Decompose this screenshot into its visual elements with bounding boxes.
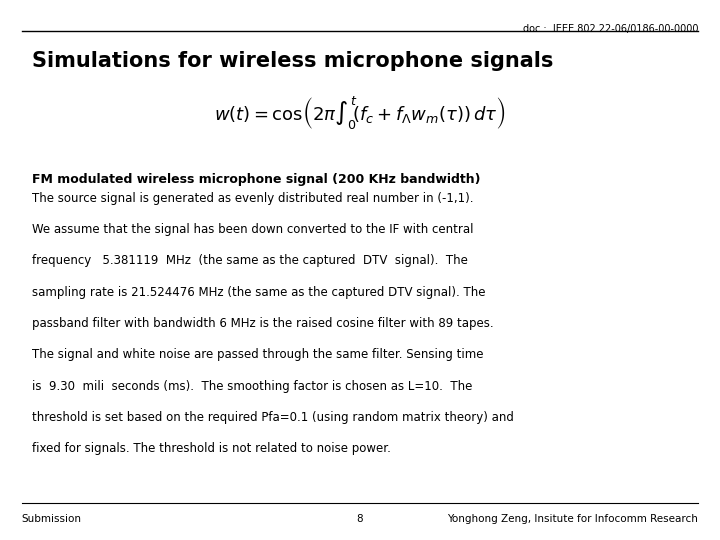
Text: is  9.30  mili  seconds (ms).  The smoothing factor is chosen as L=10.  The: is 9.30 mili seconds (ms). The smoothing…: [32, 380, 473, 393]
Text: sampling rate is 21.524476 MHz (the same as the captured DTV signal). The: sampling rate is 21.524476 MHz (the same…: [32, 286, 486, 299]
Text: FM modulated wireless microphone signal (200 KHz bandwidth): FM modulated wireless microphone signal …: [32, 173, 481, 186]
Text: 8: 8: [356, 515, 364, 524]
Text: The source signal is generated as evenly distributed real number in (-1,1).: The source signal is generated as evenly…: [32, 192, 474, 205]
Text: The signal and white noise are passed through the same filter. Sensing time: The signal and white noise are passed th…: [32, 348, 484, 361]
Text: threshold is set based on the required Pfa=0.1 (using random matrix theory) and: threshold is set based on the required P…: [32, 411, 514, 424]
Text: Submission: Submission: [22, 515, 81, 524]
Text: $w(t) = \cos\!\left(2\pi\int_0^t\!(f_c + f_\Lambda w_m(\tau))\,d\tau\right)$: $w(t) = \cos\!\left(2\pi\int_0^t\!(f_c +…: [215, 95, 505, 132]
Text: frequency   5.381119  MHz  (the same as the captured  DTV  signal).  The: frequency 5.381119 MHz (the same as the …: [32, 254, 468, 267]
Text: Simulations for wireless microphone signals: Simulations for wireless microphone sign…: [32, 51, 554, 71]
Text: doc.:  IEEE 802.22-06/0186-00-0000: doc.: IEEE 802.22-06/0186-00-0000: [523, 24, 698, 35]
Text: Yonghong Zeng, Insitute for Infocomm Research: Yonghong Zeng, Insitute for Infocomm Res…: [448, 515, 698, 524]
Text: We assume that the signal has been down converted to the IF with central: We assume that the signal has been down …: [32, 223, 474, 236]
Text: fixed for signals. The threshold is not related to noise power.: fixed for signals. The threshold is not …: [32, 442, 391, 455]
Text: passband filter with bandwidth 6 MHz is the raised cosine filter with 89 tapes.: passband filter with bandwidth 6 MHz is …: [32, 317, 494, 330]
